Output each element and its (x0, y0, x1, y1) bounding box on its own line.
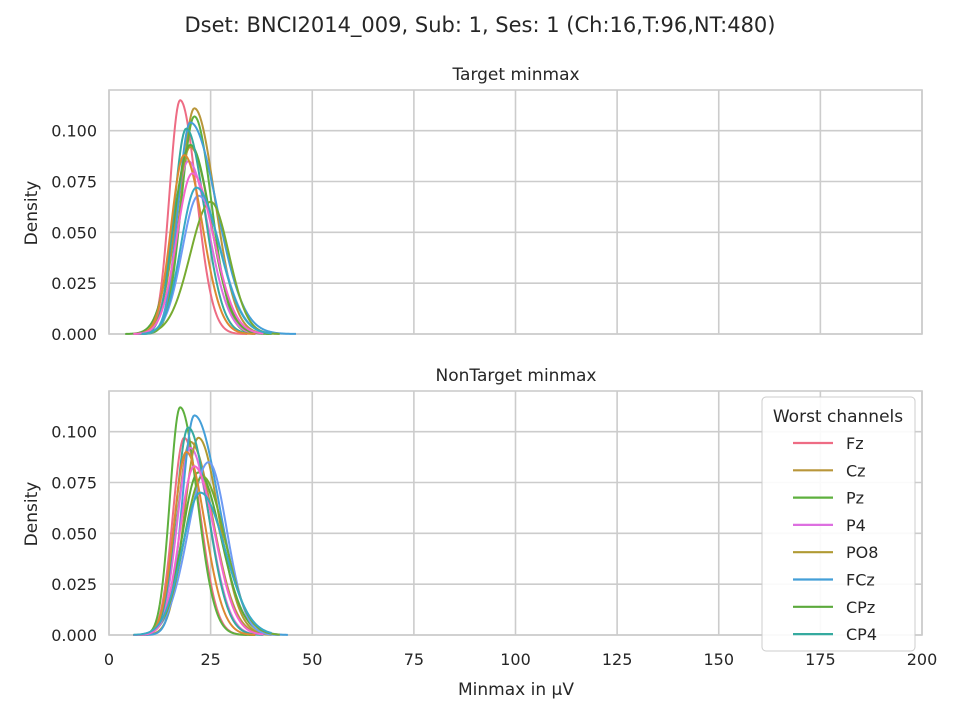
y-axis-label-target: Density (22, 181, 42, 246)
x-ticks: 0 25 50 75 100 125 150 175 200 (104, 650, 937, 669)
x-tick-label-0: 0 (104, 650, 114, 669)
legend-label-cp4: CP4 (846, 625, 877, 644)
y-tick-label-0-000-nontarget: 0.000 (51, 626, 97, 645)
density-curve-13-nontarget (133, 491, 272, 636)
axes-frame-target (108, 89, 923, 335)
density-curve-12-nontarget (133, 465, 264, 636)
y-tick-label-0-100-nontarget: 0.100 (51, 423, 97, 442)
legend-label-po8: PO8 (846, 543, 878, 562)
density-curve-fcz-target (137, 121, 296, 335)
density-curve-cpz-target (125, 143, 272, 335)
y-ticks-nontarget: 0.000 0.025 0.050 0.075 0.100 (51, 423, 97, 645)
panel-title-target: Target minmax (451, 65, 579, 85)
panel-target: Target minmax Density 0.0000.0250.0500.0… (22, 65, 923, 344)
x-tick-label-150: 150 (703, 650, 734, 669)
y-tick-label-0-050-target: 0.050 (51, 223, 97, 242)
legend-entries: Fz Cz Pz P4 PO8 FCz CPz CP4 (793, 434, 878, 644)
y-tick-label-0-075-target: 0.075 (51, 173, 97, 192)
grid-target (108, 89, 923, 335)
curves-target (125, 99, 296, 335)
y-tick-label-0-075-nontarget: 0.075 (51, 474, 97, 493)
y-tick-label-0-000-target: 0.000 (51, 325, 97, 344)
y-ticks-target: 0.000 0.025 0.050 0.075 0.100 (51, 122, 97, 344)
x-tick-label-125: 125 (602, 650, 633, 669)
density-curve-12-target (133, 172, 264, 335)
x-tick-label-100: 100 (500, 650, 531, 669)
figure-title: Dset: BNCI2014_009, Sub: 1, Ses: 1 (Ch:1… (185, 13, 776, 38)
curves-nontarget (133, 406, 288, 636)
y-tick-label-0-050-nontarget: 0.050 (51, 524, 97, 543)
legend: Worst channels Fz Cz Pz P4 PO8 FCz CPz CP4 (761, 396, 916, 652)
legend-label-fcz: FCz (846, 571, 875, 590)
x-tick-label-50: 50 (302, 650, 322, 669)
panel-title-nontarget: NonTarget minmax (436, 366, 597, 386)
legend-label-fz: Fz (846, 434, 864, 453)
x-tick-label-200: 200 (907, 650, 938, 669)
y-tick-label-0-025-target: 0.025 (51, 274, 97, 293)
x-tick-label-175: 175 (805, 650, 836, 669)
density-curve-10-target (141, 200, 280, 335)
axes-frame-nontarget (108, 390, 923, 636)
legend-label-p4: P4 (846, 516, 866, 535)
x-tick-label-25: 25 (200, 650, 220, 669)
legend-label-cz: Cz (846, 461, 866, 480)
legend-label-pz: Pz (846, 489, 864, 508)
density-curve-13-target (141, 186, 272, 335)
x-axis-label: Minmax in μV (458, 680, 574, 700)
density-curve-11-target (133, 154, 256, 335)
y-tick-label-0-100-target: 0.100 (51, 122, 97, 141)
y-tick-label-0-025-nontarget: 0.025 (51, 575, 97, 594)
legend-frame (761, 396, 916, 652)
density-curve-pz-nontarget (133, 406, 256, 636)
x-tick-label-75: 75 (404, 650, 424, 669)
y-axis-label-nontarget: Density (22, 482, 42, 547)
legend-label-cpz: CPz (846, 598, 875, 617)
legend-title: Worst channels (773, 407, 903, 427)
